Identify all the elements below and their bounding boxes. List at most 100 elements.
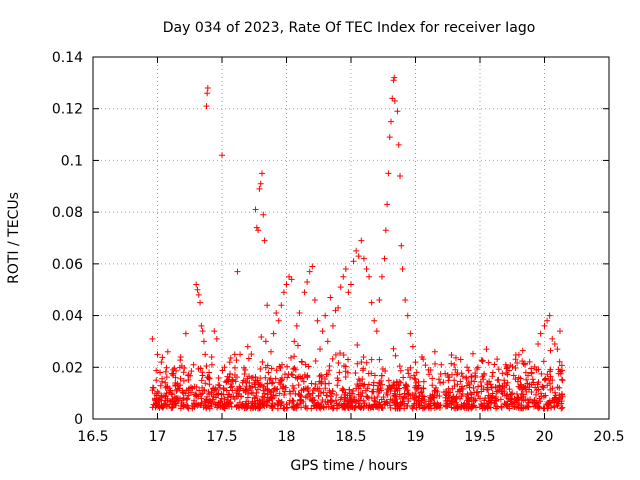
scatter-point — [551, 404, 558, 411]
scatter-point — [541, 376, 548, 383]
scatter-point — [412, 376, 419, 383]
scatter-point — [537, 390, 544, 397]
scatter-point — [522, 369, 529, 376]
scatter-point — [268, 388, 275, 395]
data-point — [391, 74, 398, 81]
scatter-point — [452, 354, 459, 361]
scatter-point — [416, 393, 423, 400]
data-point — [268, 348, 275, 355]
data-point — [216, 382, 223, 389]
scatter-point — [289, 372, 296, 379]
scatter-point — [511, 404, 518, 411]
scatter-point — [348, 396, 355, 403]
scatter-point — [429, 382, 436, 389]
scatter-point — [517, 394, 524, 401]
scatter-point — [363, 359, 370, 366]
x-tick-label: 20.5 — [593, 429, 624, 445]
data-cloud — [149, 334, 566, 412]
scatter-point — [266, 376, 273, 383]
scatter-point — [530, 403, 537, 410]
y-tick-label: 0.1 — [61, 153, 83, 169]
data-point — [559, 377, 566, 384]
scatter-point — [294, 342, 301, 349]
scatter-point — [149, 404, 156, 411]
data-point — [409, 343, 416, 350]
scatter-point — [259, 359, 266, 366]
scatter-point — [334, 382, 341, 389]
scatter-point — [427, 394, 434, 401]
data-point — [378, 273, 385, 280]
scatter-point — [452, 395, 459, 402]
data-point — [496, 382, 503, 389]
data-point — [296, 309, 303, 316]
scatter-point — [415, 398, 422, 405]
scatter-point — [250, 390, 257, 397]
scatter-point — [514, 378, 521, 385]
scatter-point — [546, 397, 553, 404]
scatter-point — [352, 398, 359, 405]
scatter-point — [535, 366, 542, 373]
data-point — [425, 366, 432, 373]
scatter-point — [258, 382, 265, 389]
data-point — [385, 170, 392, 177]
scatter-point — [274, 385, 281, 392]
scatter-point — [458, 385, 465, 392]
data-point — [256, 185, 263, 192]
scatter-point — [300, 386, 307, 393]
x-tick-label: 17 — [149, 429, 167, 445]
scatter-point — [330, 404, 337, 411]
grid — [93, 57, 609, 419]
scatter-point — [338, 402, 345, 409]
data-point — [371, 317, 378, 324]
scatter-point — [197, 391, 204, 398]
scatter-point — [555, 370, 562, 377]
scatter-point — [334, 375, 341, 382]
scatter-point — [451, 383, 458, 390]
scatter-point — [269, 379, 276, 386]
scatter-point — [545, 377, 552, 384]
data-point — [158, 359, 165, 366]
scatter-point — [397, 367, 404, 374]
scatter-point — [199, 372, 206, 379]
scatter-point — [426, 371, 433, 378]
scatter-point — [346, 386, 353, 393]
data-point — [247, 384, 254, 391]
scatter-point — [440, 379, 447, 386]
scatter-point — [362, 387, 369, 394]
scatter-point — [290, 365, 297, 372]
scatter-point — [485, 359, 492, 366]
scatter-point — [283, 405, 290, 412]
data-point — [197, 299, 204, 306]
scatter-point — [337, 396, 344, 403]
scatter-point — [499, 370, 506, 377]
data-point — [249, 374, 256, 381]
scatter-point — [417, 389, 424, 396]
data-point — [444, 372, 451, 379]
scatter-point — [458, 370, 465, 377]
scatter-point — [380, 394, 387, 401]
scatter-point — [531, 363, 538, 370]
data-point — [255, 227, 262, 234]
scatter-point — [358, 359, 365, 366]
scatter-point — [252, 381, 259, 388]
scatter-point — [418, 388, 425, 395]
data-point — [556, 328, 563, 335]
scatter-point — [313, 402, 320, 409]
scatter-point — [323, 403, 330, 410]
y-tick-label: 0.02 — [52, 360, 83, 376]
scatter-point — [312, 357, 319, 364]
scatter-point — [206, 381, 213, 388]
data-point — [386, 134, 393, 141]
scatter-point — [531, 397, 538, 404]
scatter-point — [162, 384, 169, 391]
scatter-point — [242, 402, 249, 409]
scatter-point — [364, 393, 371, 400]
scatter-point — [309, 390, 316, 397]
scatter-point — [536, 395, 543, 402]
scatter-point — [493, 396, 500, 403]
data-point — [286, 273, 293, 280]
scatter-point — [517, 381, 524, 388]
scatter-point — [304, 392, 311, 399]
scatter-point — [465, 367, 472, 374]
scatter-point — [448, 352, 455, 359]
